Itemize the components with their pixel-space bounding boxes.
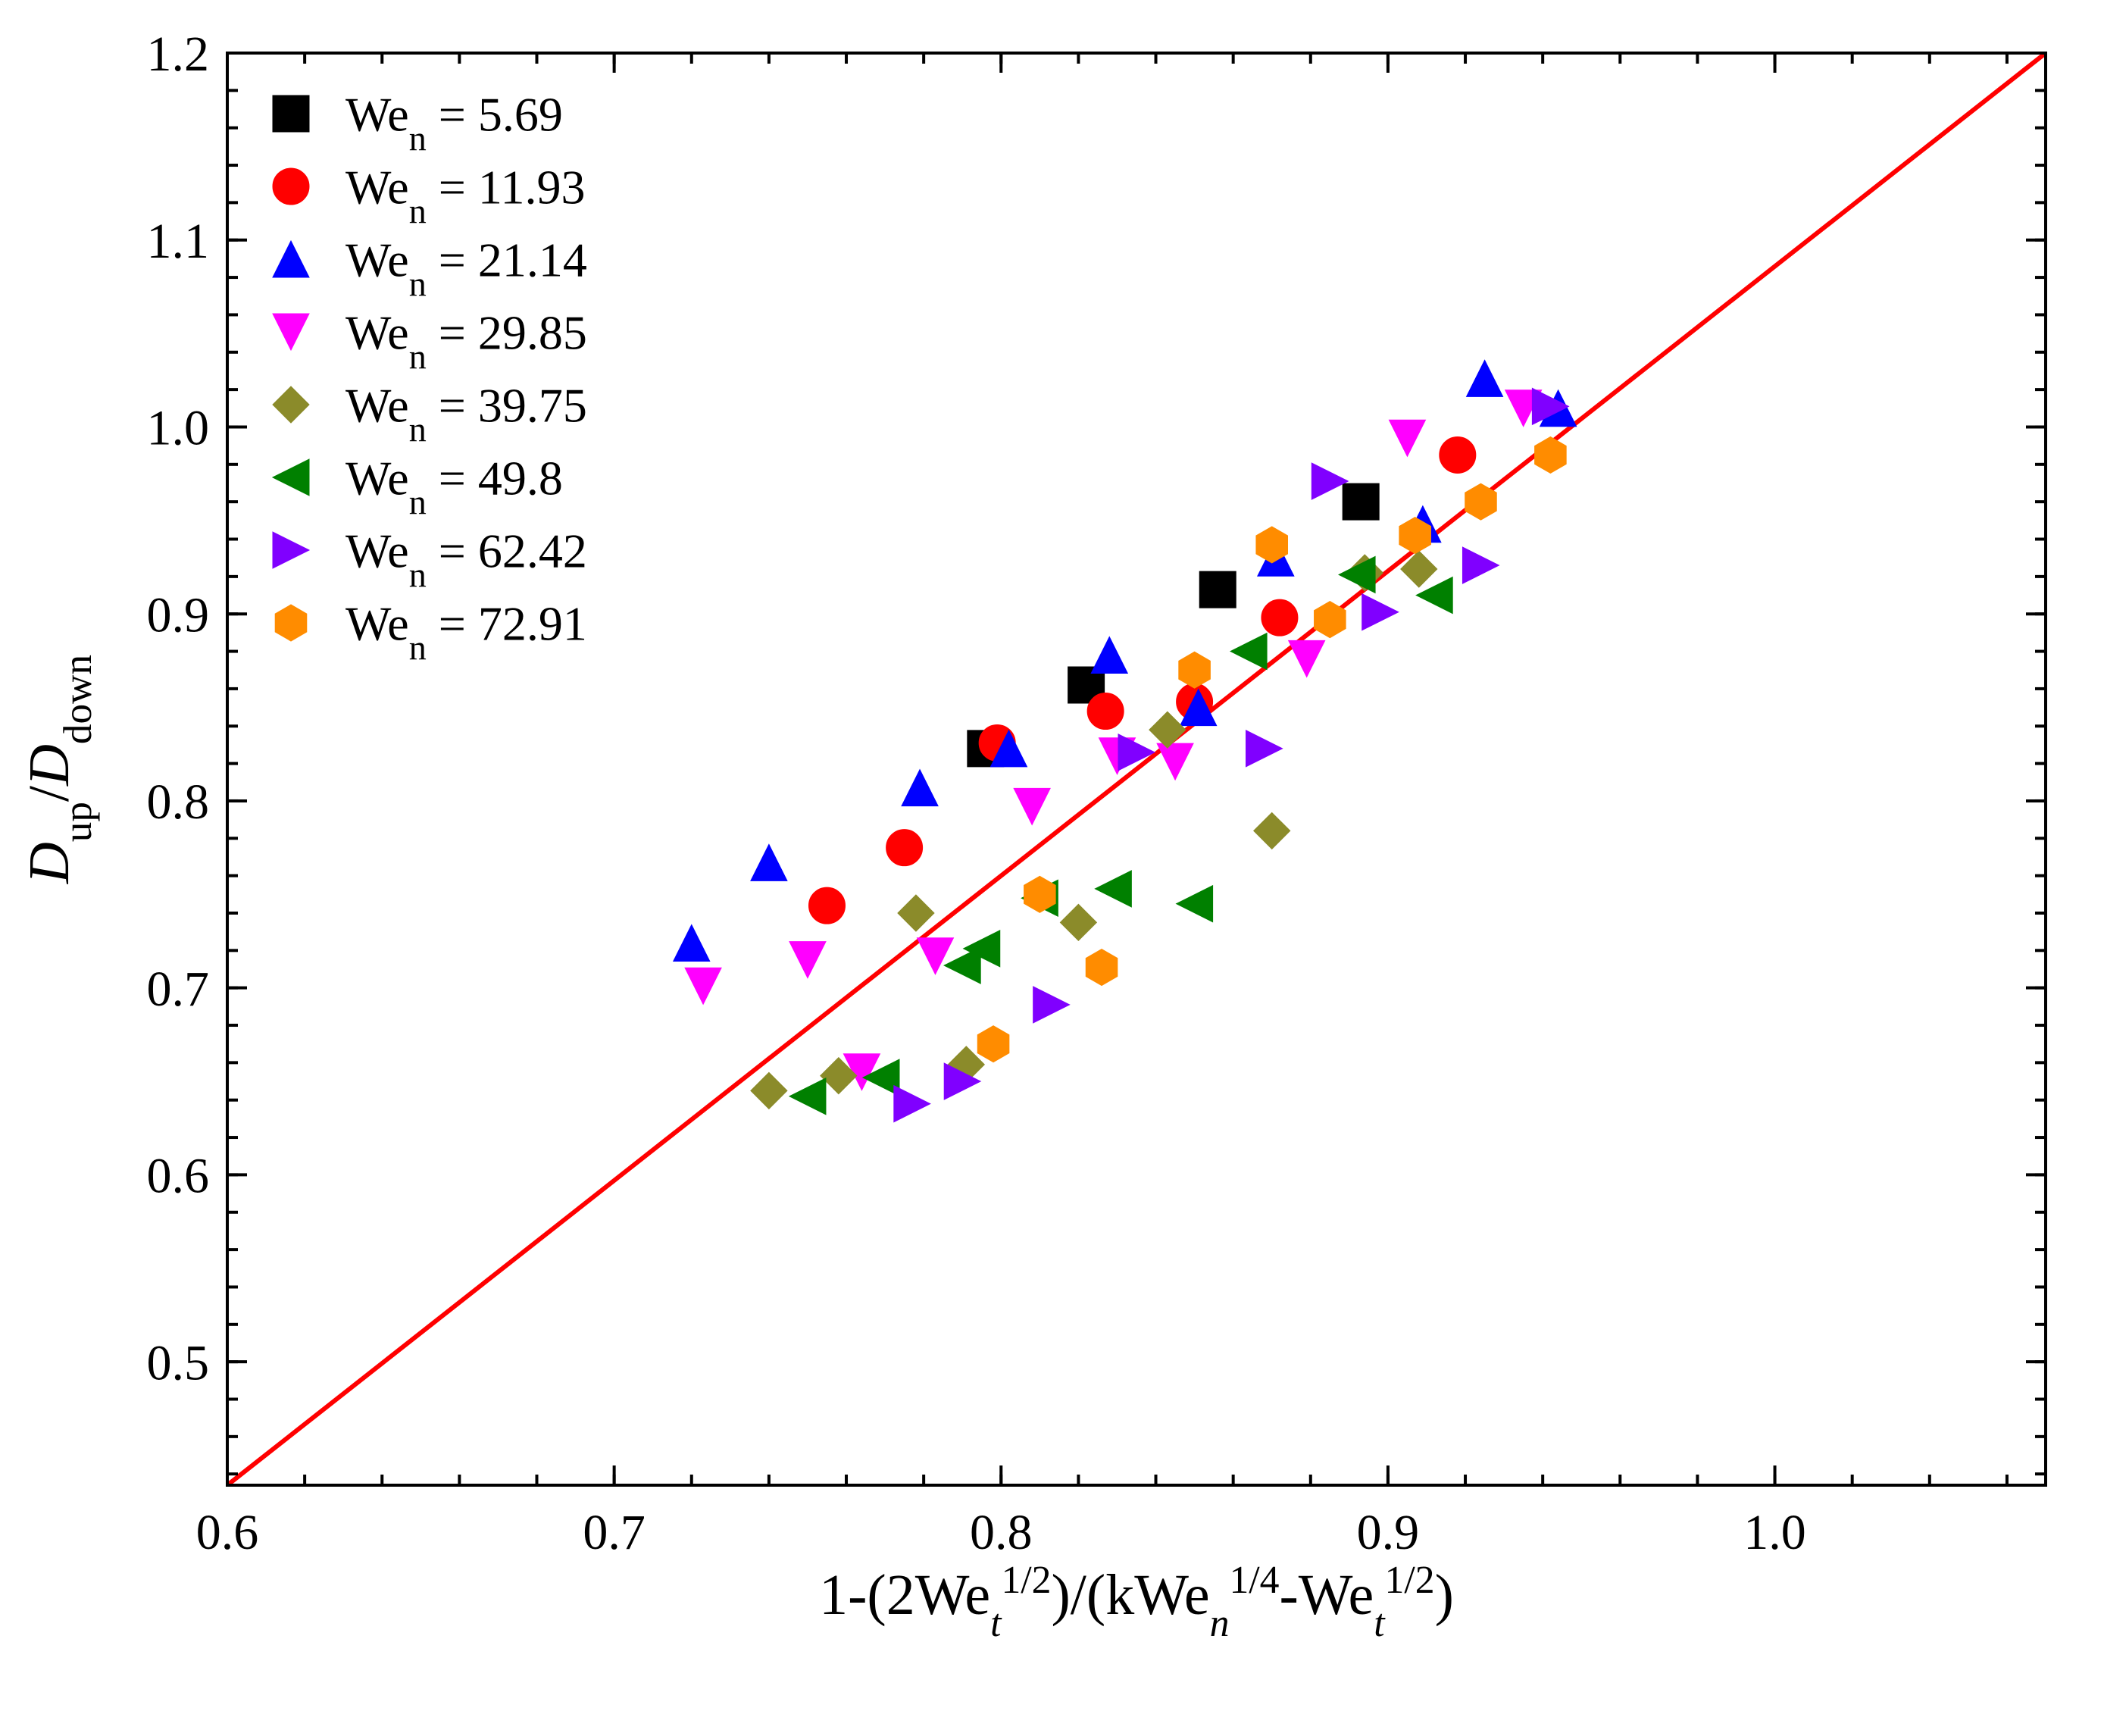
y-tick-label: 1.0 (147, 401, 210, 456)
y-tick-label: 0.6 (147, 1149, 210, 1204)
scatter-chart: 0.60.70.80.91.00.50.60.70.80.91.01.11.21… (0, 0, 2104, 1736)
plot-bg (0, 0, 2104, 1736)
chart-container: 0.60.70.80.91.00.50.60.70.80.91.01.11.21… (0, 0, 2104, 1736)
x-tick-label: 0.6 (196, 1505, 259, 1560)
x-tick-label: 0.7 (583, 1505, 646, 1560)
x-tick-label: 0.9 (1357, 1505, 1420, 1560)
y-tick-label: 1.2 (147, 27, 210, 82)
y-tick-label: 0.9 (147, 587, 210, 643)
y-tick-label: 0.5 (147, 1335, 210, 1390)
y-tick-label: 0.8 (147, 774, 210, 830)
y-tick-label: 0.7 (147, 962, 210, 1017)
y-tick-label: 1.1 (147, 214, 210, 269)
x-tick-label: 1.0 (1743, 1505, 1806, 1560)
x-tick-label: 0.8 (970, 1505, 1033, 1560)
